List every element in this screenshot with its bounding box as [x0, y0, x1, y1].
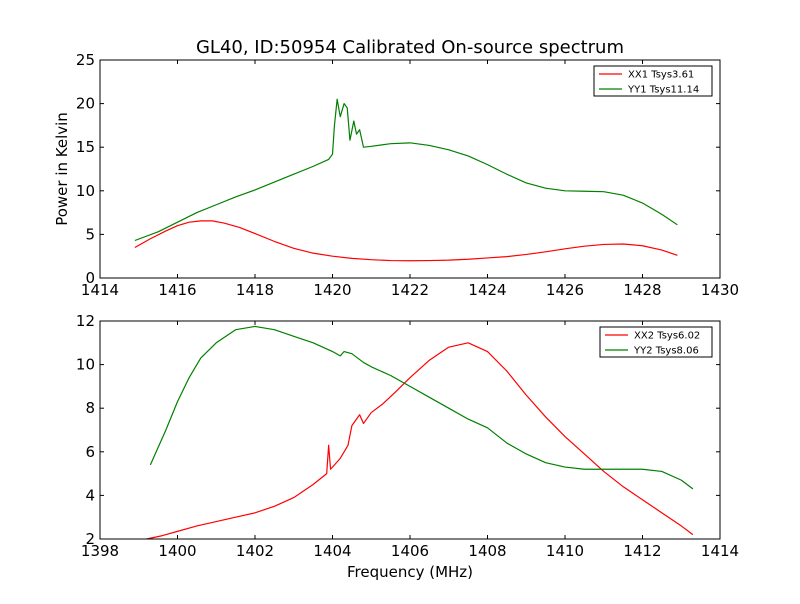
x-tick-label: 1416	[158, 281, 196, 299]
x-tick-label: 1420	[313, 281, 351, 299]
x-tick-label: 1404	[313, 542, 351, 560]
x-tick-label: 1414	[701, 542, 739, 560]
x-tick-label: 1412	[623, 542, 661, 560]
x-tick-label: 1426	[546, 281, 584, 299]
y-tick-label: 6	[85, 443, 95, 461]
legend: XX2 Tsys6.02 YY2 Tsys8.06	[599, 326, 713, 358]
legend-label: XX2 Tsys6.02	[634, 331, 700, 342]
y-tick-label: 20	[76, 95, 95, 113]
x-tick-label: 1410	[546, 542, 584, 560]
x-tick-label: 1422	[391, 281, 429, 299]
x-tick-label: 1406	[391, 542, 429, 560]
x-tick-label: 1430	[701, 281, 739, 299]
y-tick-label: 10	[76, 356, 95, 374]
y-axis-label: Power in Kelvin	[53, 112, 71, 226]
y-tick-label: 4	[85, 486, 95, 504]
series-line-0-1	[134, 98, 678, 242]
x-tick-label: 1424	[468, 281, 506, 299]
y-tick-label: 15	[76, 138, 95, 156]
y-tick-label: 8	[85, 399, 95, 417]
top-panel: 1414 1416 1418 1420 1422 1424 1426 1428 1430 0 5 10…	[76, 51, 739, 299]
y-tick-label: 12	[76, 312, 95, 330]
series-line-1-0	[146, 342, 694, 539]
x-axis-label: Frequency (MHz)	[347, 563, 473, 581]
y-tick-label: 10	[76, 182, 95, 200]
x-tick-label: 1418	[236, 281, 274, 299]
bottom-panel: 1398 1400 1402 1404 1406 1408 1410 1412 1414 2 4 6 8…	[76, 312, 739, 560]
legend-box	[599, 326, 713, 358]
legend-label: YY2 Tsys8.06	[633, 346, 699, 357]
legend-label: XX1 Tsys3.61	[628, 70, 694, 81]
y-tick-label: 0	[85, 269, 95, 287]
x-tick-label: 1414	[81, 281, 119, 299]
legend-box	[593, 65, 713, 97]
x-tick-label: 1408	[468, 542, 506, 560]
y-tick-label: 5	[85, 225, 95, 243]
chart-title: GL40, ID:50954 Calibrated On-source spec…	[196, 37, 624, 58]
x-tick-label: 1428	[623, 281, 661, 299]
x-tick-label: 1402	[236, 542, 274, 560]
y-tick-label: 25	[76, 51, 95, 69]
y-tick-label: 2	[85, 530, 95, 548]
x-tick-label: 1400	[158, 542, 196, 560]
legend: XX1 Tsys3.61 YY1 Tsys11.14	[593, 65, 713, 97]
legend-label: YY1 Tsys11.14	[627, 85, 699, 96]
series-line-0-0	[134, 220, 678, 262]
x-tick-label: 1398	[81, 542, 119, 560]
series-line-1-1	[149, 325, 694, 490]
